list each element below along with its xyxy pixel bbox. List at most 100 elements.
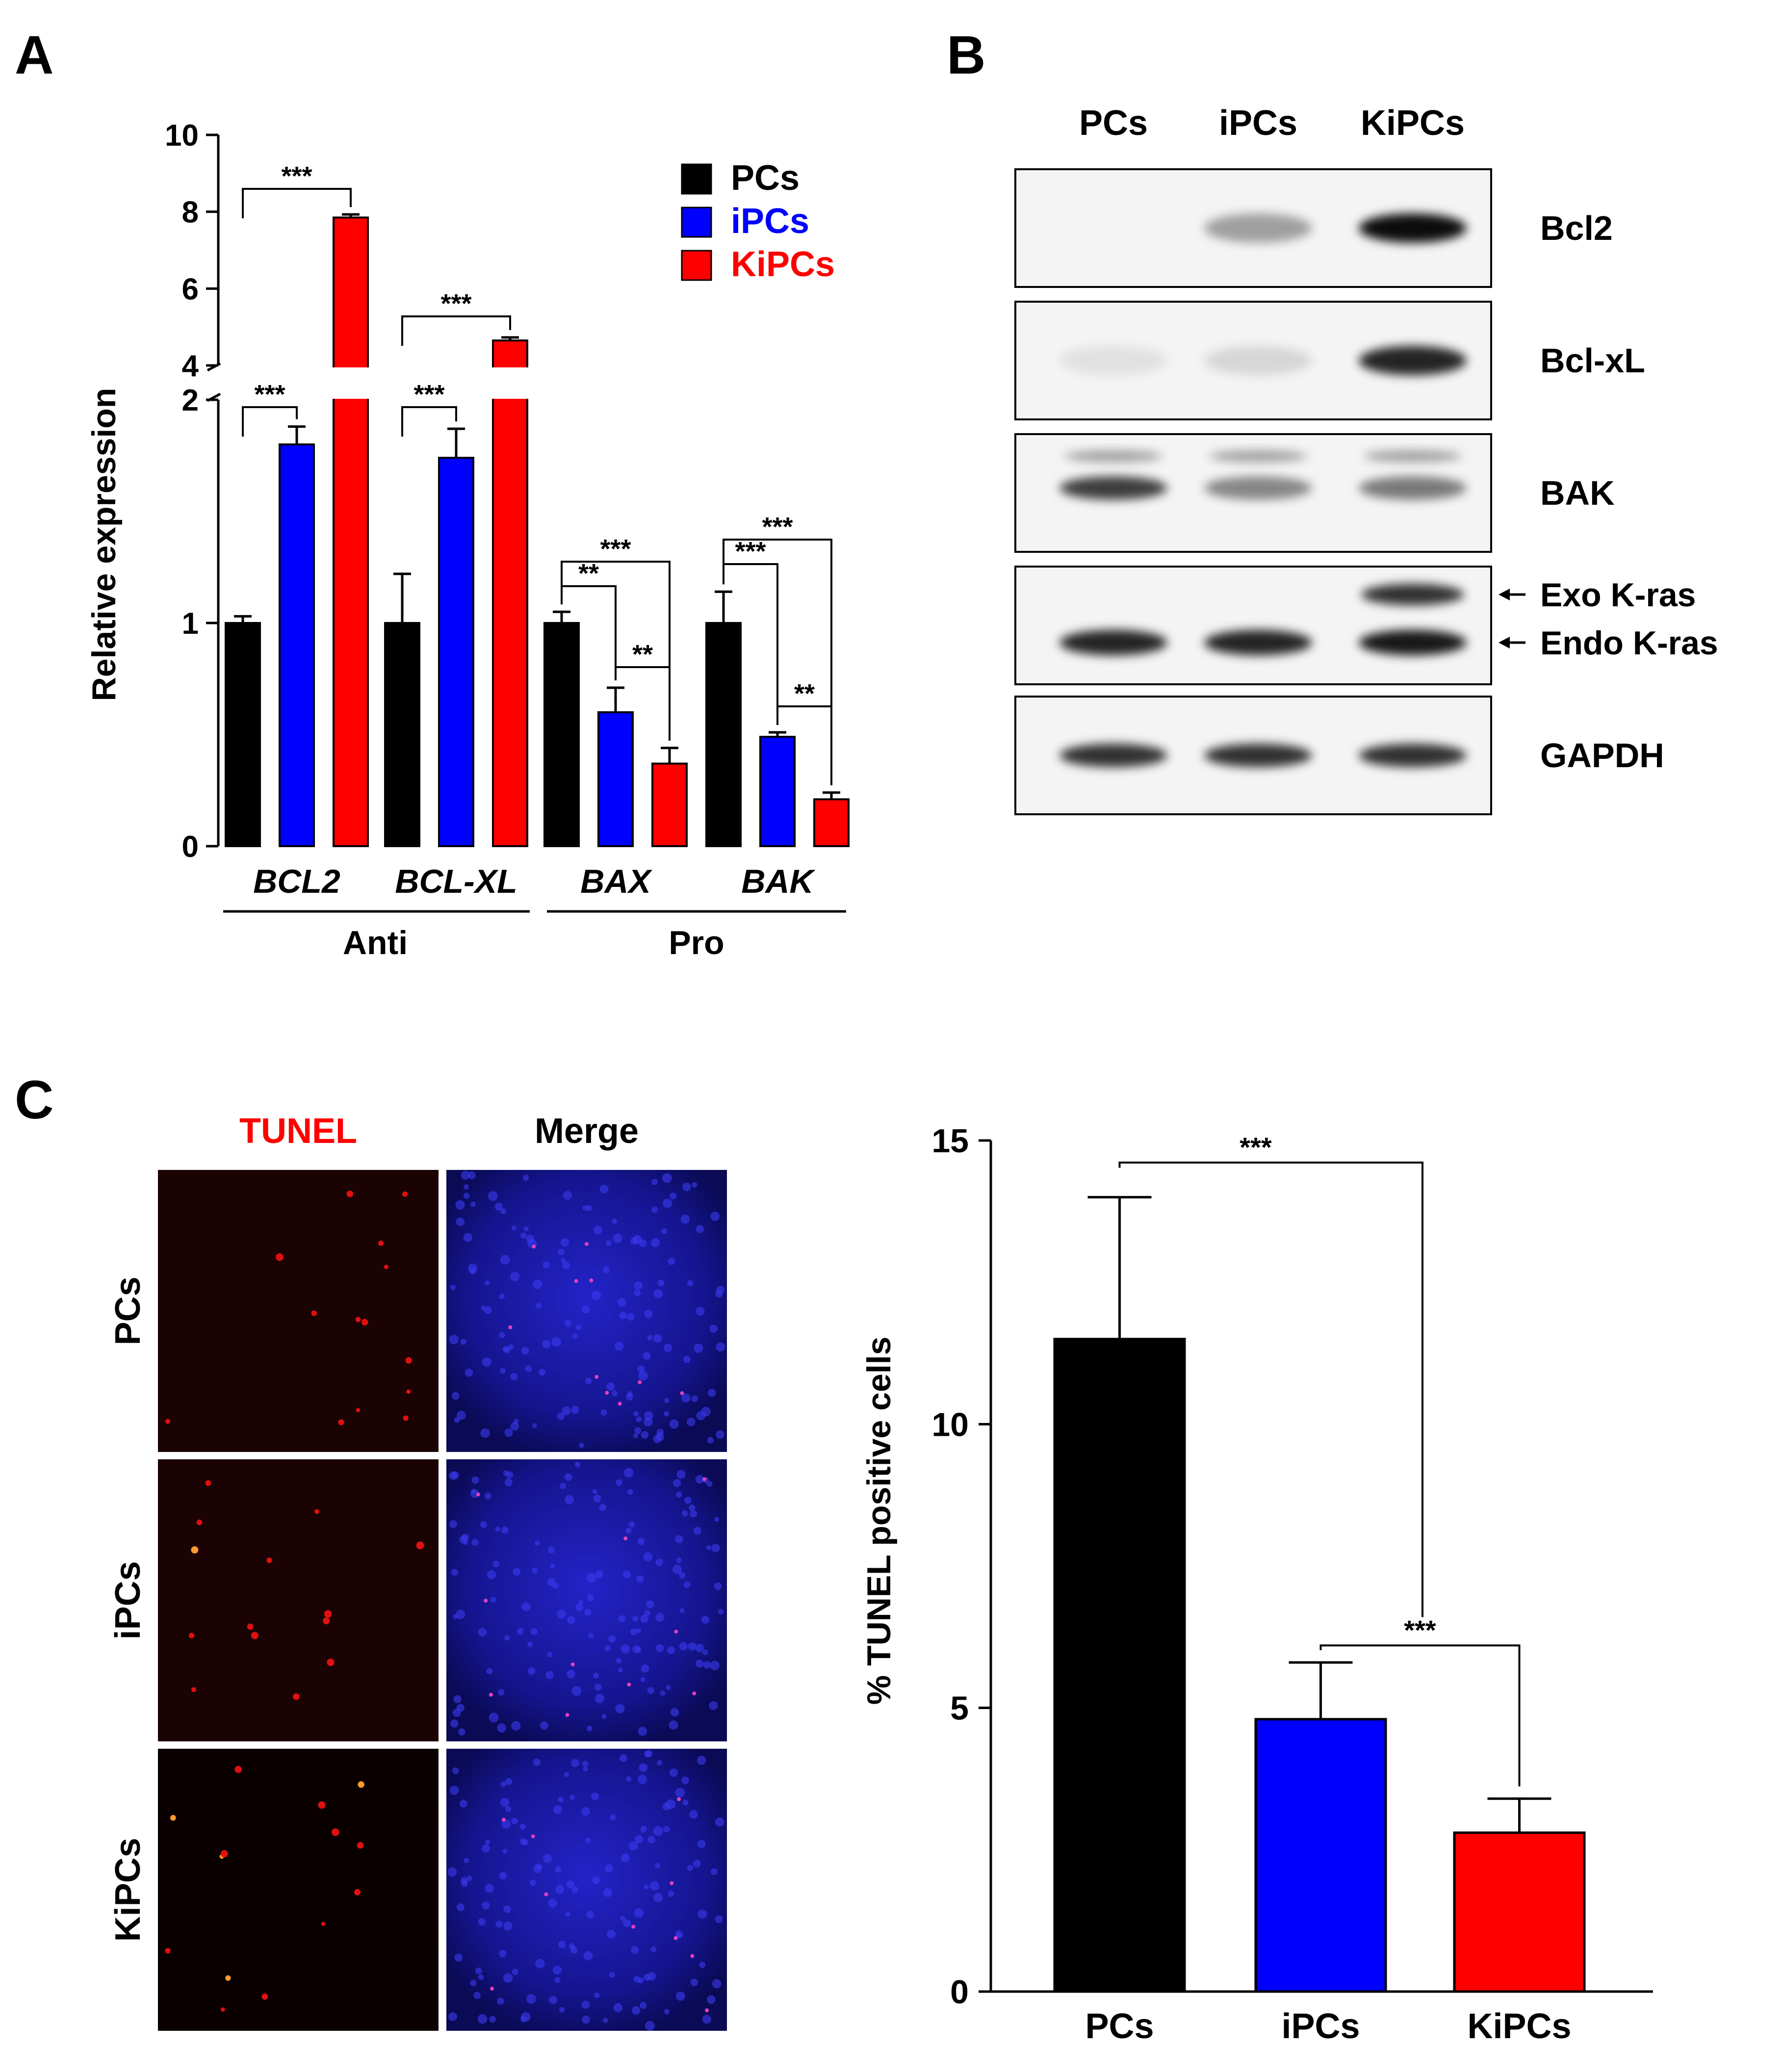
nucleus-dot (478, 1974, 484, 1980)
y-tick-label: 8 (182, 196, 199, 230)
nucleus-dot (571, 1759, 579, 1767)
panel-label-b: B (947, 25, 985, 85)
nucleus-dot (714, 1582, 722, 1590)
nucleus-dot (706, 1481, 713, 1487)
tunel-positive-dot (403, 1415, 409, 1421)
tunel-positive-dot (378, 1240, 384, 1246)
nucleus-dot (672, 1565, 682, 1575)
nucleus-dot (630, 1237, 638, 1245)
nucleus-dot (634, 1281, 643, 1290)
blot-label: Exo K-ras (1540, 576, 1696, 614)
nucleus-dot (566, 1880, 575, 1889)
nucleus-dot (455, 1200, 465, 1210)
tunel-positive-dot (251, 1632, 258, 1639)
nucleus-dot (584, 1608, 592, 1616)
nucleus-dot (613, 2003, 622, 2013)
bar-BAX-PCs (543, 622, 580, 847)
x-tick-label-PCs: PCs (1085, 2007, 1154, 2046)
tunel-positive-dot (314, 1509, 319, 1514)
nucleus-dot (592, 1489, 597, 1495)
nucleus-dot (552, 1582, 559, 1589)
nucleus-dot (513, 1419, 519, 1424)
nucleus-dot (452, 1767, 459, 1774)
y-tick-label: 5 (950, 1690, 969, 1727)
tunel-positive-dot (170, 1815, 176, 1821)
significance-bracket (561, 561, 671, 741)
nucleus-dot (451, 1471, 460, 1479)
nucleus-dot (647, 1836, 655, 1843)
bar-BCL-XL-iPCs (438, 457, 474, 847)
tunel-positive-dot (221, 2007, 225, 2012)
significance-label: *** (281, 161, 312, 191)
nucleus-dot (525, 1365, 532, 1372)
nucleus-dot (548, 1547, 555, 1554)
nucleus-dot (504, 1635, 510, 1641)
nucleus-dot (638, 1727, 647, 1736)
merge-positive-dot (508, 1325, 513, 1329)
merge-positive-dot (705, 2008, 709, 2013)
nucleus-dot (670, 1192, 677, 1200)
nucleus-dot (560, 1238, 569, 1247)
merge-positive-dot (680, 1391, 684, 1396)
nucleus-dot (657, 1760, 663, 1766)
nucleus-dot (632, 1615, 639, 1622)
panel-c-microscopy-grid: TUNEL Merge PCs iPCs KiPCs (108, 1112, 727, 2035)
tunel-image (158, 1170, 439, 1452)
nucleus-dot (709, 1324, 718, 1333)
significance-label: *** (600, 534, 631, 564)
row-label-PCs: PCs (108, 1276, 148, 1345)
nucleus-dot (644, 1884, 649, 1890)
tunel-positive-dot (405, 1357, 412, 1364)
nucleus-dot (692, 1182, 698, 1188)
group-label: Pro (669, 924, 724, 961)
nucleus-dot (572, 1333, 578, 1339)
nucleus-dot (563, 1191, 572, 1200)
bar-BCL-XL-PCs (384, 622, 420, 847)
nucleus-dot (555, 1885, 564, 1894)
protein-band (1359, 213, 1467, 243)
nucleus-dot (500, 1781, 507, 1787)
nucleus-dot (710, 1868, 718, 1875)
nucleus-dot (653, 1435, 662, 1444)
nucleus-dot (555, 1866, 562, 1873)
significance-bracket (401, 315, 511, 346)
nucleus-dot (582, 1305, 590, 1314)
tunel-positive-dot (318, 1801, 326, 1809)
nucleus-dot (497, 1997, 504, 2005)
nucleus-dot (469, 1268, 476, 1275)
nucleus-dot (565, 1912, 570, 1917)
nucleus-dot (451, 1569, 458, 1576)
nucleus-dot (687, 1865, 694, 1871)
nucleus-dot (691, 1395, 698, 1402)
panel-a-legend: PCs iPCs KiPCs (681, 158, 835, 284)
tunel-positive-dot (276, 1253, 284, 1261)
nucleus-dot (535, 1959, 545, 1968)
nucleus-dot (492, 1560, 499, 1568)
nucleus-dot (523, 1226, 529, 1232)
nucleus-dot (653, 1826, 663, 1836)
tunel-positive-dot (220, 1850, 228, 1858)
nucleus-dot (686, 1418, 696, 1426)
nucleus-dot (506, 1471, 514, 1478)
y-tick-label: 6 (182, 272, 199, 306)
bar-iPCs (1254, 1718, 1387, 1993)
nucleus-dot (707, 1389, 716, 1397)
nucleus-dot (559, 2007, 565, 2013)
nucleus-dot (505, 1806, 512, 1812)
nucleus-dot (480, 1521, 487, 1528)
nucleus-dot (499, 1332, 505, 1339)
merge-positive-dot (594, 1374, 599, 1379)
column-label-TUNEL: TUNEL (239, 1112, 357, 1151)
nucleus-dot (536, 1864, 542, 1870)
nucleus-dot (667, 1646, 675, 1655)
panel-a-y-axis: 0 1 24 6 8 10 (165, 119, 221, 864)
tunel-positive-dot (327, 1658, 335, 1666)
tunel-positive-dot (165, 1948, 171, 1954)
nucleus-dot (473, 1992, 481, 1999)
nucleus-dot (653, 1892, 663, 1902)
nucleus-dot (604, 1645, 611, 1652)
nucleus-dot (669, 1768, 678, 1777)
nucleus-dot (644, 1751, 651, 1758)
nucleus-dot (669, 1419, 679, 1429)
